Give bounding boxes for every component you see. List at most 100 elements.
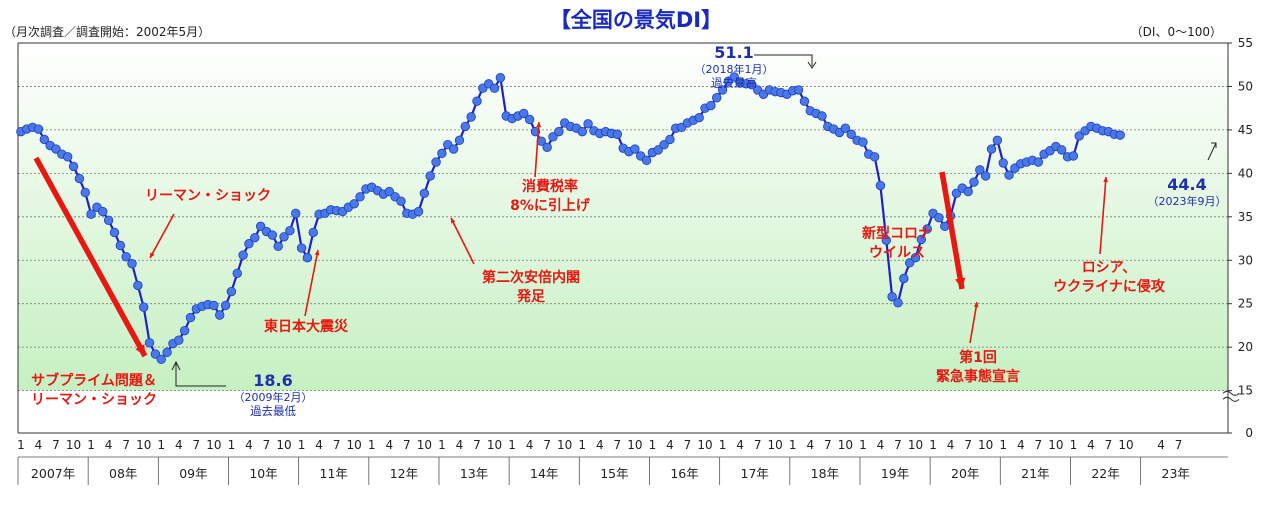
- data-point: [489, 83, 500, 93]
- data-point: [1074, 131, 1084, 141]
- x-tick-label: 7: [894, 438, 902, 452]
- x-tick-label: 4: [456, 438, 464, 452]
- min-callout-note: 過去最低: [250, 404, 296, 418]
- data-point: [934, 212, 944, 223]
- data-point: [922, 224, 932, 234]
- emergency-arrow: [969, 301, 978, 344]
- data-point: [940, 221, 950, 232]
- data-point: [875, 180, 886, 191]
- data-point: [302, 252, 313, 263]
- arrowhead: [150, 252, 155, 258]
- data-point: [250, 232, 260, 243]
- x-tick-label: 1: [228, 438, 236, 452]
- data-point: [419, 188, 430, 199]
- x-tick-label: 10: [136, 438, 151, 452]
- x-tick-label: 4: [947, 438, 955, 452]
- year-label: 10年: [249, 466, 277, 481]
- x-tick-label: 7: [543, 438, 551, 452]
- min-callout-date: （2009年2月）: [234, 390, 313, 404]
- data-point: [279, 232, 289, 242]
- x-tick-label: 4: [35, 438, 43, 452]
- data-point: [1115, 130, 1125, 140]
- x-tick-label: 7: [1105, 438, 1113, 452]
- latest-callout-date: （2023年9月）: [1148, 194, 1227, 208]
- x-tick-label: 7: [52, 438, 60, 452]
- y-tick-label: 30: [1238, 253, 1253, 267]
- data-point: [185, 312, 196, 323]
- x-tick-label: 10: [347, 438, 362, 452]
- data-point: [220, 300, 231, 311]
- x-tick-label: 10: [1048, 438, 1063, 452]
- data-point: [747, 80, 757, 90]
- x-tick-label: 1: [1070, 438, 1078, 452]
- data-point: [998, 158, 1008, 168]
- data-point: [215, 310, 225, 320]
- data-point: [1004, 170, 1014, 180]
- arrowhead: [536, 122, 542, 128]
- x-tick-label: 4: [1017, 438, 1025, 452]
- data-point: [846, 129, 856, 139]
- data-point: [992, 135, 1003, 146]
- arrowhead: [1103, 177, 1109, 183]
- earthquake-arrow: [304, 249, 319, 317]
- x-tick-label: 7: [122, 438, 130, 452]
- annotation-abe-cabinet: 第二次安倍内閣: [482, 269, 580, 286]
- data-point: [712, 93, 722, 103]
- data-point: [291, 208, 301, 219]
- x-tick-label: 1: [368, 438, 376, 452]
- data-point: [454, 135, 465, 146]
- x-tick-label: 10: [487, 438, 502, 452]
- lehman-arrow: [149, 213, 175, 259]
- data-point: [869, 152, 880, 162]
- data-point: [951, 188, 962, 199]
- annotation-subprime: リーマン・ショック: [31, 392, 157, 408]
- x-tick-label: 1: [649, 438, 657, 452]
- year-label: 11年: [320, 466, 348, 481]
- data-point: [448, 144, 459, 154]
- x-tick-label: 10: [768, 438, 783, 452]
- data-point: [975, 165, 985, 175]
- y-tick-label: 45: [1238, 123, 1253, 137]
- data-point: [51, 144, 61, 154]
- chart-title: 【全国の景気DI】: [550, 8, 722, 32]
- x-tick-label: 4: [1087, 438, 1095, 452]
- data-point: [577, 126, 587, 137]
- x-tick-label: 7: [333, 438, 341, 452]
- data-point: [969, 177, 979, 187]
- data-point: [244, 239, 254, 249]
- data-point: [68, 161, 79, 172]
- x-tick-label: 1: [719, 438, 727, 452]
- data-point: [694, 113, 704, 123]
- x-tick-label: 4: [666, 438, 674, 452]
- data-point: [793, 85, 804, 95]
- data-point: [612, 129, 623, 139]
- data-point: [425, 171, 435, 181]
- arrowhead: [973, 302, 979, 308]
- data-point: [413, 206, 424, 217]
- x-tick-label: 1: [789, 438, 797, 452]
- data-point: [103, 215, 114, 225]
- year-label: 12年: [390, 466, 418, 481]
- x-tick-label: 10: [557, 438, 572, 452]
- data-point: [232, 268, 242, 278]
- x-tick-label: 1: [929, 438, 937, 452]
- data-point: [881, 235, 891, 245]
- annotation-emergency: 第1回: [959, 349, 997, 366]
- data-point: [799, 96, 810, 106]
- data-point: [980, 171, 991, 181]
- data-point: [1068, 151, 1079, 161]
- x-tick-label: 1: [298, 438, 306, 452]
- data-point: [659, 139, 669, 150]
- data-point: [548, 132, 558, 142]
- latest-pointer: [1207, 142, 1217, 161]
- axis-break-icon: [1222, 390, 1240, 396]
- data-point: [209, 300, 219, 311]
- data-point: [267, 230, 278, 240]
- data-point: [86, 209, 96, 219]
- year-label: 21年: [1021, 466, 1049, 481]
- data-point: [162, 347, 172, 358]
- data-point: [98, 206, 108, 217]
- annotation-subprime: サブプライム問題＆: [31, 372, 157, 389]
